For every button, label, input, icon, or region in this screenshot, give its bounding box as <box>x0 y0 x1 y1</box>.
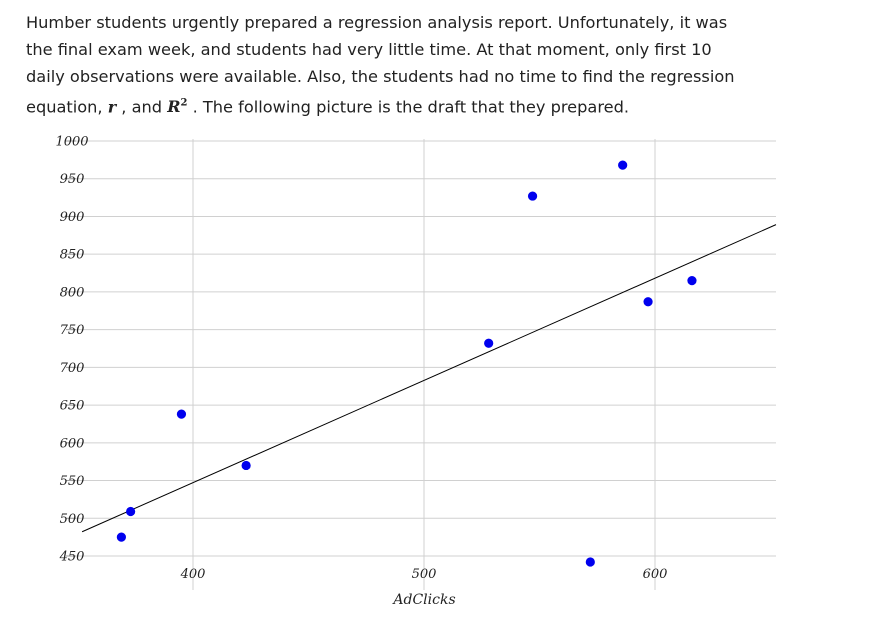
math-R-squared: R2 <box>167 97 187 116</box>
problem-line-4-mid: , and <box>116 97 168 117</box>
regression-line <box>81 224 777 533</box>
data-point <box>527 191 538 201</box>
data-point <box>484 338 494 348</box>
x-tick-label: 600 <box>643 567 668 582</box>
math-R: R <box>167 97 181 117</box>
y-tick-label: 800 <box>60 285 85 300</box>
problem-line-1: Humber students urgently prepared a regr… <box>26 13 728 32</box>
regression-line-group <box>81 224 777 533</box>
data-point <box>585 557 595 567</box>
y-tick-label: 450 <box>59 550 85 565</box>
y-axis-ticks: 450 500 550 600 650 700 750 800 850 900 950 1000 <box>55 135 88 565</box>
math-r: r <box>107 97 117 117</box>
x-tick-label: 400 <box>180 567 206 582</box>
y-tick-label: 950 <box>60 172 85 187</box>
grid-lines <box>66 139 776 590</box>
y-tick-label: 1000 <box>55 135 88 150</box>
data-point <box>176 409 187 419</box>
problem-line-3: daily observations were available. Also,… <box>26 67 735 86</box>
problem-line-4-start: equation, <box>26 97 108 117</box>
problem-line-4-end: . The following picture is the draft tha… <box>187 97 630 117</box>
y-tick-label: 550 <box>60 474 85 489</box>
y-tick-label: 700 <box>60 361 85 376</box>
data-point <box>116 532 126 542</box>
x-tick-label: 500 <box>412 567 437 582</box>
y-tick-label: 500 <box>60 512 85 527</box>
y-tick-label: 650 <box>60 399 85 414</box>
y-tick-label: 750 <box>60 323 85 338</box>
y-tick-label: 600 <box>60 436 85 451</box>
y-tick-label: 900 <box>60 210 85 225</box>
problem-line-4: equation, r , and R2 . The following pic… <box>26 90 866 120</box>
data-point <box>618 160 628 170</box>
data-point <box>643 297 653 307</box>
y-tick-label: 850 <box>60 248 85 263</box>
x-axis-title: AdClicks <box>391 592 455 608</box>
x-axis-ticks: 400 500 600 <box>180 567 668 582</box>
problem-line-2: the final exam week, and students had ve… <box>26 40 712 59</box>
data-point <box>241 460 251 471</box>
math-R-exponent: 2 <box>180 98 188 109</box>
problem-statement: Humber students urgently prepared a regr… <box>26 9 866 120</box>
data-point <box>126 506 136 517</box>
data-points <box>116 160 697 567</box>
data-point <box>687 275 697 286</box>
